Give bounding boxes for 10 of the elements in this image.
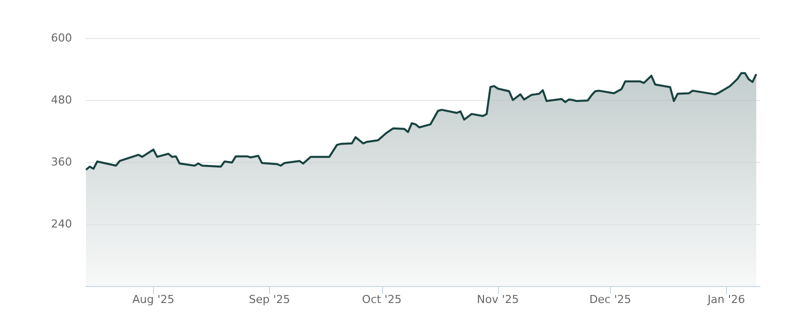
y-tick-label: 600 (51, 32, 72, 44)
x-tick-label: Sep '25 (248, 293, 290, 306)
y-tick-label: 480 (51, 94, 72, 106)
y-tick-label: 360 (51, 156, 72, 168)
x-tick-label: Oct '25 (362, 293, 402, 306)
x-tick-label: Jan '26 (706, 293, 746, 306)
x-tick-label: Nov '25 (476, 293, 519, 306)
x-tick-label: Dec '25 (589, 293, 632, 306)
y-tick-label: 240 (51, 218, 72, 230)
x-tick-label: Aug '25 (132, 293, 174, 306)
